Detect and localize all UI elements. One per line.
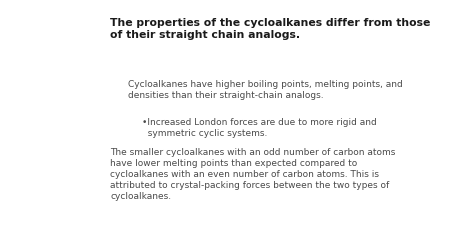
Text: The smaller cycloalkanes with an odd number of carbon atoms
have lower melting p: The smaller cycloalkanes with an odd num… bbox=[110, 147, 396, 201]
Text: •Increased London forces are due to more rigid and
  symmetric cyclic systems.: •Increased London forces are due to more… bbox=[142, 117, 377, 137]
Text: Cycloalkanes have higher boiling points, melting points, and
densities than thei: Cycloalkanes have higher boiling points,… bbox=[128, 79, 403, 99]
Text: The properties of the cycloalkanes differ from those
of their straight chain ana: The properties of the cycloalkanes diffe… bbox=[110, 18, 431, 40]
